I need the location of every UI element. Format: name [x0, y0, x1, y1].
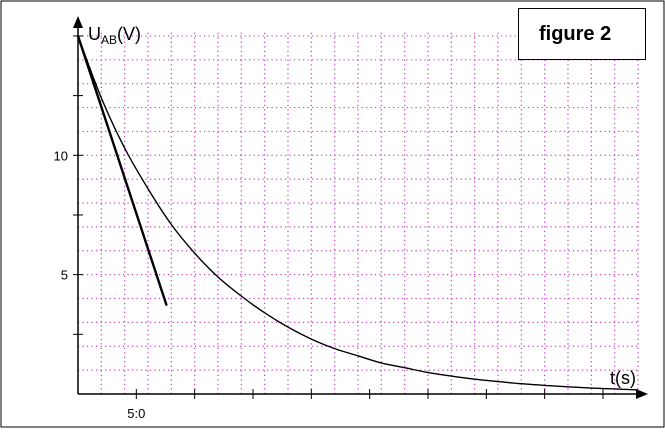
y-axis-label: UAB(V): [88, 24, 141, 47]
series-layer: [76, 35, 639, 391]
discharge-curve: [77, 35, 639, 391]
y-tick-label: 5: [61, 268, 68, 283]
figure-label: figure 2: [518, 8, 646, 60]
ticks-layer: 5:0 5 10: [54, 35, 604, 421]
grid-layer: [78, 30, 639, 394]
y-axis-label-unit: (V): [117, 24, 141, 44]
y-axis-arrow-icon: [73, 16, 83, 28]
tangent-line: [76, 35, 168, 307]
y-tick-label: 10: [54, 148, 68, 163]
x-tick-label: 5:0: [127, 406, 145, 421]
y-axis-label-main: U: [88, 24, 101, 44]
x-axis-label: t(s): [610, 368, 636, 388]
x-axis-arrow-icon: [636, 389, 648, 399]
y-axis-label-sub: AB: [101, 33, 117, 47]
